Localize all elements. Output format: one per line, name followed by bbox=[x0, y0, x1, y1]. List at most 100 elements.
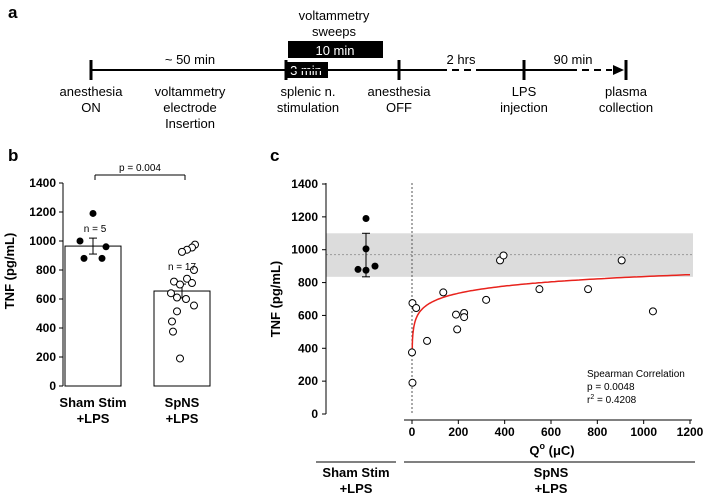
chart-c-xtick-label: 1000 bbox=[630, 425, 657, 439]
duration-90min: 90 min bbox=[553, 52, 592, 67]
spearman-title: Spearman Correlation bbox=[587, 369, 685, 380]
sham-point bbox=[362, 245, 370, 253]
chart-b-bars bbox=[64, 237, 211, 387]
chart-c-ytick-label: 1200 bbox=[291, 210, 318, 224]
chart-b-points bbox=[76, 209, 199, 363]
spearman-p: p = 0.0048 bbox=[587, 382, 635, 393]
spns-point bbox=[176, 280, 184, 289]
event-6-line1: plasma bbox=[605, 84, 648, 99]
spns-point bbox=[190, 301, 198, 310]
chart-c-spns-points bbox=[408, 251, 657, 387]
chart-c-ylabel: TNF (pg/mL) bbox=[268, 261, 283, 338]
spns-point bbox=[460, 313, 469, 322]
chart-c-xtick-label: 400 bbox=[495, 425, 515, 439]
spns-point bbox=[499, 251, 508, 260]
event-3-line2: stimulation bbox=[277, 100, 339, 115]
sham-point bbox=[89, 209, 97, 217]
sweep-box-10min-label: 10 min bbox=[315, 43, 354, 58]
spns-point bbox=[439, 288, 448, 297]
sham-point bbox=[371, 262, 379, 270]
spns-point bbox=[408, 348, 416, 357]
spns-point bbox=[453, 325, 462, 334]
group-label-spns-line2: +LPS bbox=[535, 481, 568, 496]
chart-c: TNF (pg/mL) 0 200 400 600 800 1000 1200 1400 0 2… bbox=[268, 177, 704, 496]
spns-point bbox=[183, 274, 191, 283]
chart-b-cat-1-line2: +LPS bbox=[77, 411, 110, 426]
spearman-r-prefix: r bbox=[587, 395, 591, 406]
chart-c-xtick-label: 0 bbox=[409, 425, 416, 439]
chart-b-yticks: 0 200 400 600 800 1000 1200 1400 bbox=[29, 176, 63, 393]
chart-c-ytick-label: 0 bbox=[311, 407, 318, 421]
chart-c-xtick-label: 1200 bbox=[677, 425, 704, 439]
spns-point bbox=[408, 378, 417, 387]
spns-point bbox=[190, 266, 198, 274]
duration-50min: ~ 50 min bbox=[165, 52, 215, 67]
spearman-r-sup: 2 bbox=[590, 394, 594, 401]
sham-point bbox=[362, 266, 370, 274]
chart-c-fit-curve bbox=[411, 273, 691, 349]
spns-point bbox=[176, 354, 184, 363]
sham-point bbox=[354, 265, 362, 273]
spns-point bbox=[482, 295, 491, 304]
chart-c-ytick-label: 800 bbox=[298, 276, 318, 290]
chart-c-ytick-label: 200 bbox=[298, 374, 318, 388]
group-label-spns-line1: SpNS bbox=[534, 465, 569, 480]
chart-c-xtick-label: 600 bbox=[541, 425, 561, 439]
sham-point bbox=[362, 215, 370, 222]
chart-c-xlabel: Qo (μC) bbox=[529, 441, 574, 458]
group-label-sham-line1: Sham Stim bbox=[322, 465, 389, 480]
panel-letter-b: b bbox=[8, 146, 18, 165]
sham-point bbox=[102, 243, 110, 251]
sweeps-title-line1: voltammetry bbox=[299, 8, 370, 23]
chart-b-ytick-label: 800 bbox=[36, 263, 56, 277]
chart-c-sham-points bbox=[354, 215, 379, 278]
pvalue-label: p = 0.004 bbox=[119, 163, 161, 174]
timeline: voltammetry sweeps 10 min 3 min ~ 50 min… bbox=[60, 8, 654, 131]
spns-point bbox=[168, 317, 176, 326]
sham-point bbox=[98, 254, 106, 262]
chart-c-ytick-label: 1400 bbox=[291, 177, 318, 191]
chart-b-ytick-label: 1000 bbox=[29, 234, 56, 248]
spns-point bbox=[452, 310, 461, 319]
sweep-box-10min bbox=[288, 41, 383, 58]
spns-point bbox=[648, 307, 657, 316]
sham-point bbox=[80, 254, 88, 262]
chart-b-ytick-label: 1400 bbox=[29, 176, 56, 190]
chart-b-ytick-label: 200 bbox=[36, 350, 56, 364]
chart-c-ytick-label: 1000 bbox=[291, 243, 318, 257]
chart-b-ytick-label: 600 bbox=[36, 292, 56, 306]
sweeps-title-line2: sweeps bbox=[312, 24, 357, 39]
chart-b-ylabel: TNF (pg/mL) bbox=[2, 233, 17, 310]
event-3-line1: splenic n. bbox=[281, 84, 336, 99]
chart-c-ci-band bbox=[326, 233, 693, 277]
event-1-line1: anesthesia bbox=[60, 84, 124, 99]
event-6-line2: collection bbox=[599, 100, 653, 115]
n-label-spns: n = 17 bbox=[168, 262, 197, 273]
spns-point bbox=[584, 285, 593, 294]
chart-c-xlabel-sup: o bbox=[540, 441, 546, 451]
event-1-line2: ON bbox=[81, 100, 101, 115]
spns-point bbox=[167, 289, 175, 298]
panel-letter-a: a bbox=[8, 3, 18, 22]
chart-b: TNF (pg/mL) 0 200 400 600 800 1000 1200 1400 p … bbox=[2, 163, 211, 426]
chart-c-xtick-label: 200 bbox=[448, 425, 468, 439]
event-2-line1: voltammetry bbox=[155, 84, 226, 99]
spns-point bbox=[188, 279, 196, 288]
event-4-line1: anesthesia bbox=[368, 84, 432, 99]
chart-b-cat-2-line2: +LPS bbox=[166, 411, 199, 426]
timeline-arrowhead bbox=[613, 65, 624, 75]
event-2-line3: Insertion bbox=[165, 116, 215, 131]
chart-b-ytick-label: 400 bbox=[36, 321, 56, 335]
spns-point bbox=[178, 247, 186, 256]
group-label-sham-line2: +LPS bbox=[340, 481, 373, 496]
chart-c-xticks: 0 200 400 600 800 1000 1200 bbox=[409, 420, 704, 439]
chart-c-ytick-label: 600 bbox=[298, 308, 318, 322]
chart-b-cat-2-line1: SpNS bbox=[165, 395, 200, 410]
chart-c-yticks: 0 200 400 600 800 1000 1200 1400 bbox=[291, 177, 326, 421]
spns-point bbox=[535, 285, 544, 294]
chart-c-xtick-label: 800 bbox=[587, 425, 607, 439]
chart-c-ytick-label: 400 bbox=[298, 341, 318, 355]
spns-point bbox=[617, 256, 626, 265]
spearman-r2: r2 = 0.4208 bbox=[587, 394, 637, 406]
